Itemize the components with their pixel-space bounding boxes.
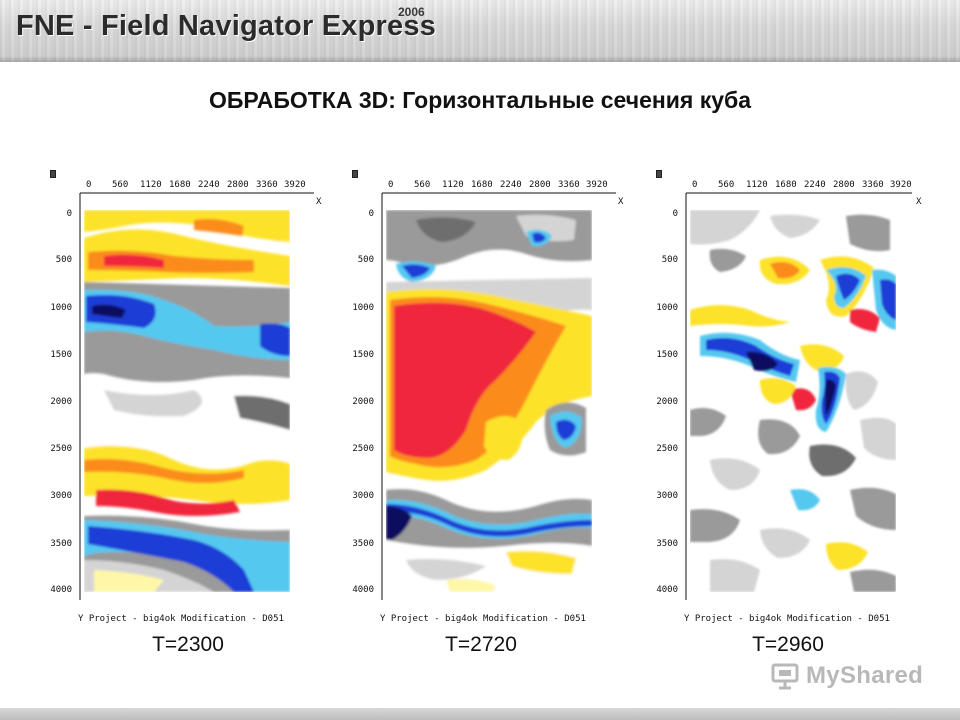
x-tick: 1120: [442, 180, 464, 190]
x-tick: 3920: [890, 180, 912, 190]
y-tick: 0: [67, 209, 72, 219]
seismic-slice-1: 0 560 1120 1680 2240 2800 3360 3920 X 0 …: [50, 180, 322, 624]
x-tick: 1680: [169, 180, 191, 190]
y-tick: 1000: [50, 303, 72, 313]
amplitude-map-3: [690, 210, 896, 592]
y-tick: 1500: [352, 350, 374, 360]
header-bar: FNE - Field Navigator Express 2006: [0, 0, 960, 62]
time-label-1: T=2300: [152, 633, 224, 656]
x-tick: 3360: [256, 180, 278, 190]
axis-x-ticks: 0 560 1120 1680 2240 2800 3360 3920 X: [692, 180, 922, 207]
page-title: ОБРАБОТКА 3D: Горизонтальные сечения куб…: [208, 87, 752, 113]
panel-caption: Y Project - big4ok Modification - D051: [684, 614, 890, 624]
y-tick: 2000: [656, 397, 678, 407]
axis-y-ticks: 0 500 1000 1500 2000 2500 3000 3500 4000: [50, 209, 72, 595]
footer-bar: [0, 708, 960, 720]
axis-x-ticks: 0 560 1120 1680 2240 2800 3360 3920 X: [86, 180, 322, 207]
y-tick: 0: [369, 209, 374, 219]
x-tick: 560: [414, 180, 430, 190]
y-tick: 4000: [50, 585, 72, 595]
y-tick: 3500: [50, 539, 72, 549]
x-tick: 3360: [558, 180, 580, 190]
y-tick: 0: [673, 209, 678, 219]
y-tick: 3500: [352, 539, 374, 549]
x-tick: 1120: [746, 180, 768, 190]
x-tick: 3920: [586, 180, 608, 190]
x-tick: 560: [112, 180, 128, 190]
y-tick: 2500: [50, 444, 72, 454]
seismic-slice-2: 0 560 1120 1680 2240 2800 3360 3920 X 0 …: [352, 180, 624, 624]
x-tick: 1120: [140, 180, 162, 190]
y-tick: 3000: [352, 491, 374, 501]
x-axis-label: X: [618, 197, 624, 207]
panel-caption: Y Project - big4ok Modification - D051: [380, 614, 586, 624]
app-year: 2006: [398, 5, 425, 19]
time-label-3: T=2960: [752, 633, 824, 656]
y-tick: 500: [662, 255, 678, 265]
x-tick: 560: [718, 180, 734, 190]
x-tick: 2800: [227, 180, 249, 190]
x-tick: 0: [388, 180, 393, 190]
y-tick: 2000: [352, 397, 374, 407]
x-tick: 2800: [833, 180, 855, 190]
y-tick: 2500: [656, 444, 678, 454]
axis-y-ticks: 0 500 1000 1500 2000 2500 3000 3500 4000: [352, 209, 374, 595]
y-tick: 3000: [50, 491, 72, 501]
header-texture: [0, 0, 960, 62]
seismic-slice-3: 0 560 1120 1680 2240 2800 3360 3920 X 0 …: [656, 180, 922, 624]
y-tick: 1000: [352, 303, 374, 313]
y-tick: 1500: [50, 350, 72, 360]
x-axis-label: X: [916, 197, 922, 207]
watermark-text: MyShared: [806, 662, 924, 689]
y-tick: 3500: [656, 539, 678, 549]
time-label-2: T=2720: [445, 633, 517, 656]
presentation-board-icon: [771, 663, 799, 690]
y-tick: 500: [358, 255, 374, 265]
panel-marker-icon: [352, 170, 358, 178]
x-tick: 1680: [471, 180, 493, 190]
amplitude-map-1: [84, 210, 290, 592]
x-tick: 2800: [529, 180, 551, 190]
y-tick: 1000: [656, 303, 678, 313]
y-tick: 1500: [656, 350, 678, 360]
panel-marker-icon: [656, 170, 662, 178]
panel-caption: Y Project - big4ok Modification - D051: [78, 614, 284, 624]
axis-y-ticks: 0 500 1000 1500 2000 2500 3000 3500 4000: [656, 209, 678, 595]
x-tick: 1680: [775, 180, 797, 190]
panel-marker-icon: [50, 170, 56, 178]
x-tick: 2240: [500, 180, 522, 190]
x-axis-label: X: [316, 197, 322, 207]
x-tick: 3360: [862, 180, 884, 190]
y-tick: 2500: [352, 444, 374, 454]
x-tick: 2240: [804, 180, 826, 190]
slice-panel-2: 0 560 1120 1680 2240 2800 3360 3920 X 0 …: [346, 160, 626, 630]
x-tick: 3920: [284, 180, 306, 190]
x-tick: 0: [86, 180, 91, 190]
header-shadow: [0, 56, 960, 62]
app-title: FNE - Field Navigator Express: [16, 10, 436, 42]
y-tick: 4000: [656, 585, 678, 595]
slice-panel-3: 0 560 1120 1680 2240 2800 3360 3920 X 0 …: [650, 160, 930, 630]
axis-x-ticks: 0 560 1120 1680 2240 2800 3360 3920 X: [388, 180, 624, 207]
amplitude-map-2: [386, 210, 592, 592]
slice-panel-1: 0 560 1120 1680 2240 2800 3360 3920 X 0 …: [44, 160, 324, 630]
y-tick: 4000: [352, 585, 374, 595]
x-tick: 0: [692, 180, 697, 190]
y-tick: 500: [56, 255, 72, 265]
y-tick: 2000: [50, 397, 72, 407]
x-tick: 2240: [198, 180, 220, 190]
watermark: MyShared: [770, 660, 923, 692]
y-tick: 3000: [656, 491, 678, 501]
